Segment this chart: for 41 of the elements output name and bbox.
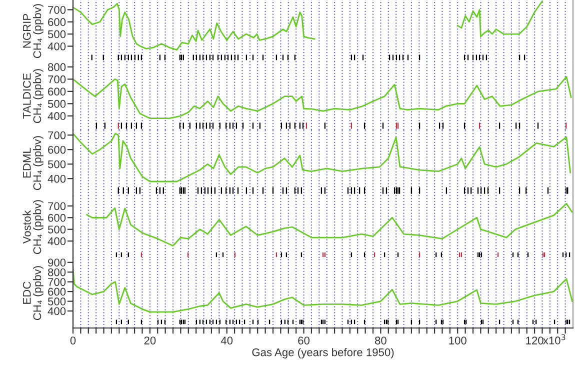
- x-tick-label: 20: [144, 336, 156, 344]
- y-tick-label: 500: [48, 160, 66, 168]
- line-series: [73, 76, 572, 120]
- x-tick-label: 60: [298, 336, 310, 344]
- y-tick-label: 600: [48, 288, 66, 296]
- y-tick-label: 700: [48, 75, 66, 84]
- y-tick-label: 400: [48, 237, 66, 246]
- x-tick-label: 40: [220, 336, 233, 344]
- x-tick-label: 120: [526, 336, 544, 344]
- y-tick-label: 500: [48, 100, 66, 108]
- text: x10$^{3}$: [542, 334, 566, 344]
- y-axis-title: EDC CH₄ (ppbv): [22, 266, 44, 320]
- y-tick-label: 600: [48, 88, 66, 96]
- y-axis-title: Vostok CH₄ (ppbv): [22, 200, 44, 254]
- y-tick-label: 500: [48, 298, 66, 306]
- y-axis-title: EDML CH₄ (ppbv): [23, 136, 44, 190]
- line-series: [73, 266, 573, 313]
- line-series: [86, 202, 573, 246]
- y-tick-label: 700: [48, 6, 66, 14]
- y-tick-label: 500: [48, 226, 66, 234]
- y-tick-label: 800: [48, 63, 66, 72]
- y-tick-label: 600: [48, 214, 66, 222]
- y-tick-label: 800: [48, 268, 66, 276]
- x-tick-label: 80: [374, 336, 386, 344]
- x-tick-label: 100: [449, 336, 466, 344]
- y-tick-label: 400: [48, 174, 66, 183]
- x-tick-label: 0: [70, 336, 76, 344]
- y-tick-label: 400: [48, 112, 66, 120]
- x-axis-title: Gas Age (years before 1950): [252, 348, 394, 358]
- y-tick-label: 700: [48, 202, 66, 210]
- y-tick-label: 400: [48, 307, 66, 316]
- y-tick-label: 900: [48, 258, 66, 267]
- y-tick-label: 400: [48, 42, 66, 50]
- y-tick-label: 600: [48, 146, 66, 154]
- y-axis-title: TALDICE CH₄ (ppbv): [22, 69, 44, 124]
- y-tick-label: 600: [48, 18, 66, 26]
- y-tick-label: 700: [48, 278, 66, 286]
- line-series: [73, 132, 572, 182]
- y-axis-title: NGRIP CH₄ (ppbv): [22, 4, 44, 58]
- y-tick-label: 500: [48, 30, 66, 38]
- y-tick-label: 700: [48, 131, 66, 140]
